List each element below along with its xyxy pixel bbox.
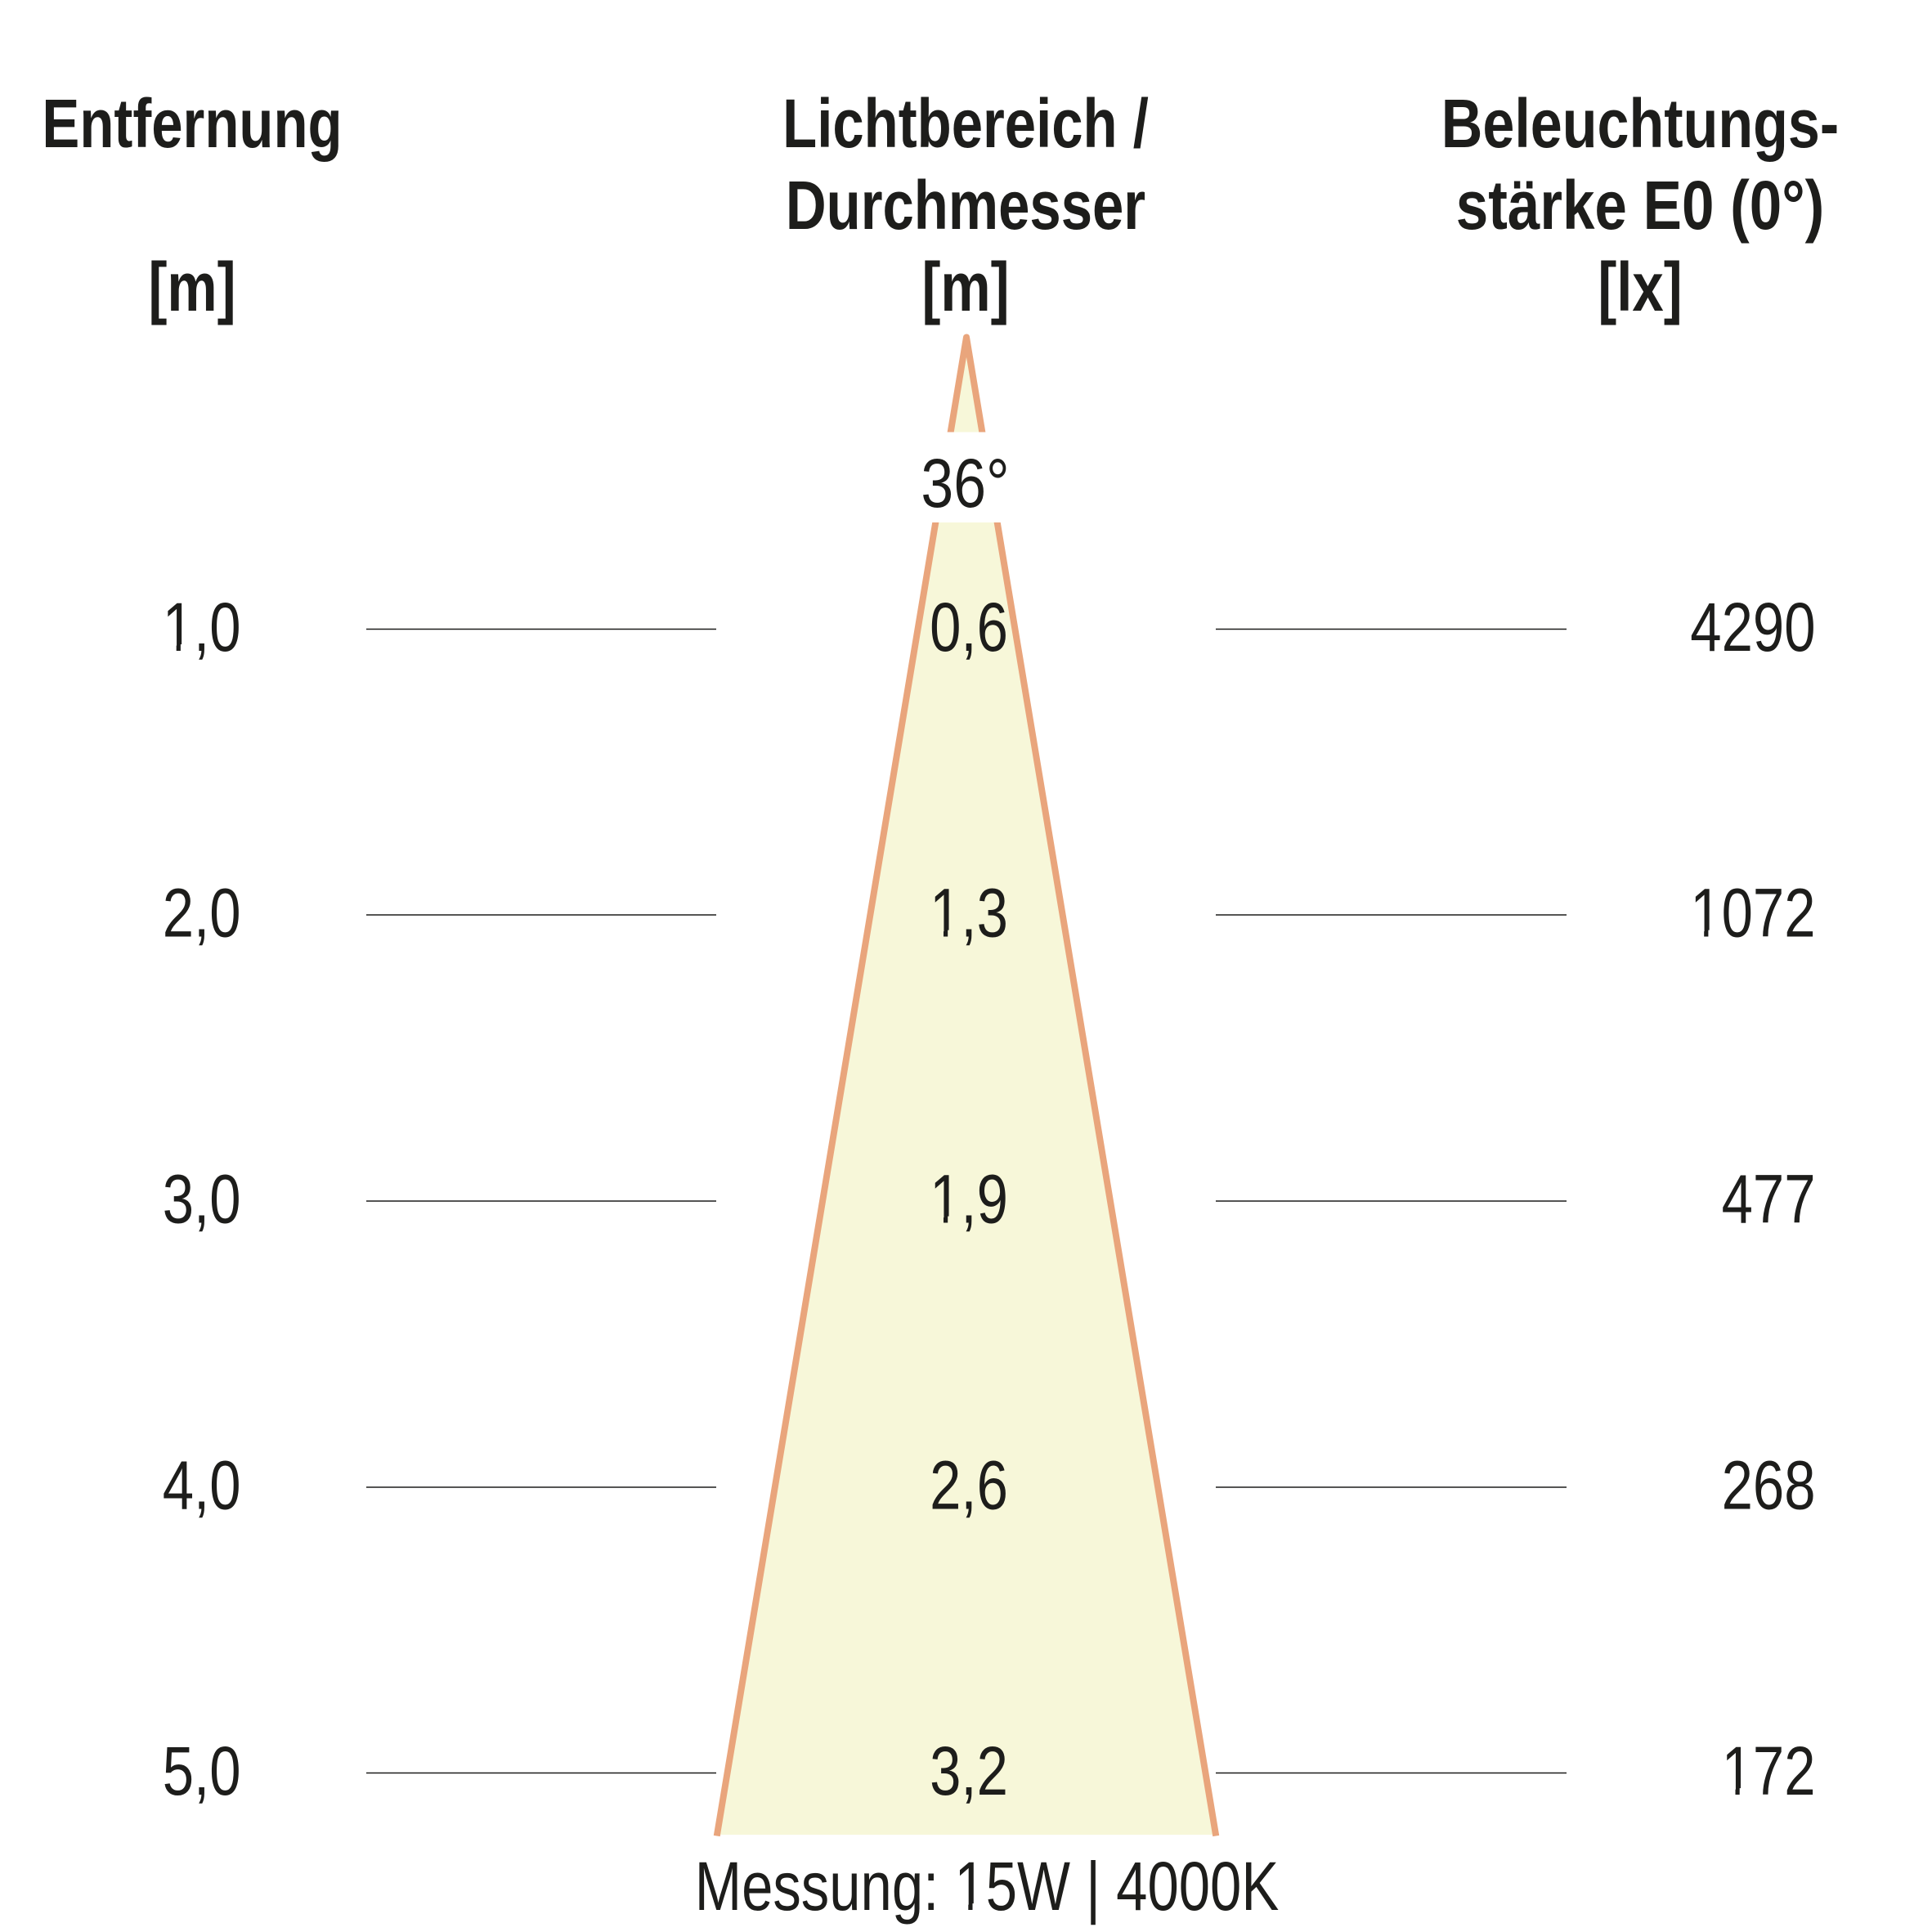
svg-text:1,0: 1,0 [163, 589, 241, 666]
svg-text:[lx]: [lx] [1598, 249, 1682, 326]
svg-text:0,6: 0,6 [930, 589, 1008, 666]
svg-text:36°: 36° [921, 445, 1009, 522]
svg-text:Messung: 15W | 4000K: Messung: 15W | 4000K [695, 1849, 1280, 1925]
svg-text:1072: 1072 [1690, 875, 1815, 952]
svg-text:5,0: 5,0 [163, 1733, 241, 1810]
svg-text:1,9: 1,9 [930, 1161, 1008, 1238]
svg-text:stärke E0 (0°): stärke E0 (0°) [1456, 168, 1824, 244]
svg-text:[m]: [m] [148, 249, 235, 326]
svg-text:[m]: [m] [921, 249, 1009, 326]
svg-text:3,0: 3,0 [163, 1161, 241, 1238]
svg-text:Durchmesser: Durchmesser [786, 168, 1145, 244]
svg-text:4290: 4290 [1690, 589, 1815, 666]
svg-text:4,0: 4,0 [163, 1447, 241, 1524]
svg-text:Entfernung: Entfernung [42, 86, 342, 163]
svg-text:Beleuchtungs-: Beleuchtungs- [1441, 86, 1839, 162]
svg-text:Lichtbereich /: Lichtbereich / [782, 86, 1149, 163]
svg-text:2,0: 2,0 [163, 875, 241, 952]
svg-text:2,6: 2,6 [930, 1447, 1008, 1524]
svg-text:268: 268 [1722, 1447, 1816, 1524]
svg-text:172: 172 [1722, 1733, 1816, 1810]
svg-text:477: 477 [1722, 1161, 1816, 1238]
svg-text:1,3: 1,3 [930, 875, 1008, 952]
svg-text:3,2: 3,2 [930, 1733, 1008, 1810]
